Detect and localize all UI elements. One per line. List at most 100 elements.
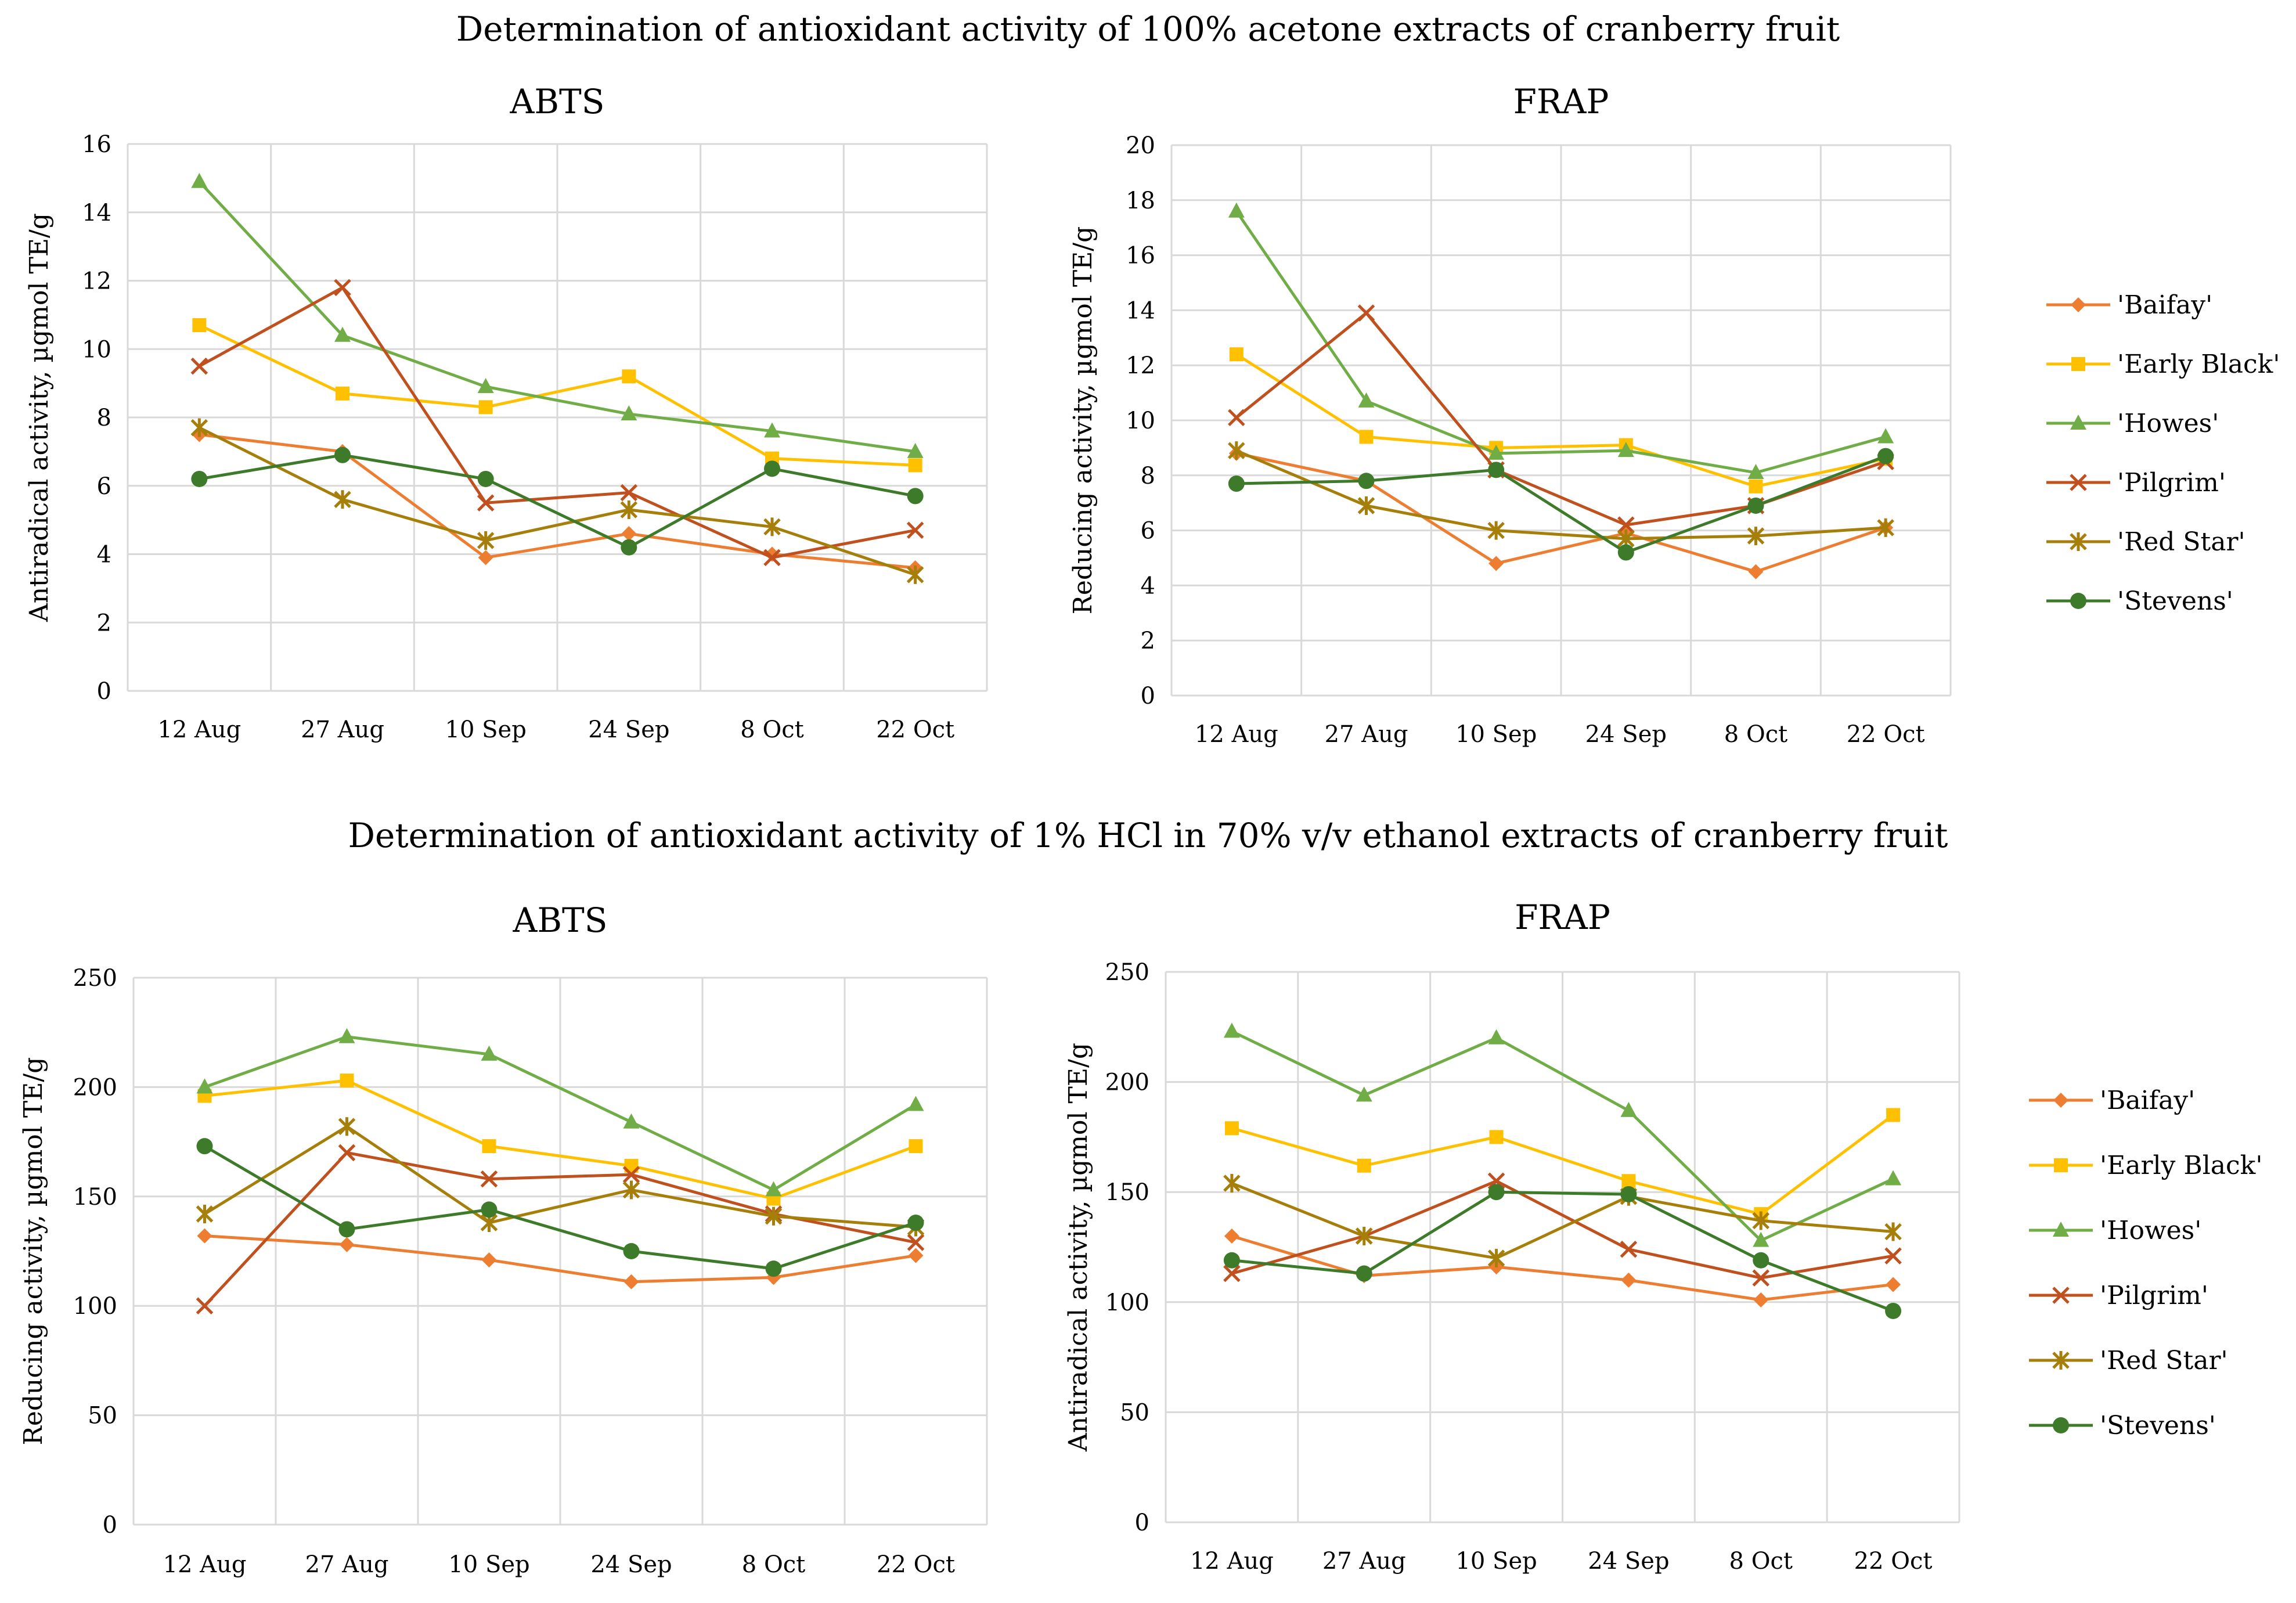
y-tick-label: 100: [73, 1293, 117, 1320]
chart-title: ABTS: [513, 900, 608, 940]
data-point: [621, 526, 637, 542]
series-line: [199, 426, 916, 577]
data-point: [1487, 1248, 1505, 1267]
data-point: [1488, 556, 1504, 571]
series-howes: [1228, 202, 1894, 480]
data-point: [1356, 1265, 1372, 1282]
data-point: [340, 1074, 354, 1088]
series-line: [198, 181, 916, 453]
legend-label: 'Early Black': [2117, 350, 2280, 379]
data-point: [192, 318, 207, 333]
data-point: [1885, 1170, 1902, 1186]
legend-label: 'Howes': [2100, 1216, 2201, 1245]
data-point: [338, 1117, 356, 1136]
x-tick-label: 22 Oct: [1854, 1548, 1933, 1575]
data-point: [1621, 1174, 1636, 1188]
y-tick-label: 50: [88, 1403, 117, 1429]
y-tick-label: 16: [1126, 243, 1155, 269]
data-point: [763, 517, 781, 536]
data-point: [908, 1248, 924, 1263]
data-point: [481, 1045, 498, 1061]
series-stevens: [196, 1138, 924, 1277]
data-point: [196, 1297, 214, 1314]
data-point: [621, 539, 637, 556]
legend-marker: [2053, 1222, 2069, 1237]
series-line: [1231, 1179, 1894, 1280]
data-point: [907, 488, 924, 505]
series-line: [199, 433, 915, 570]
legend-marker: [2054, 1158, 2068, 1172]
chart-title: ABTS: [510, 82, 605, 121]
x-tick-label: 12 Aug: [1190, 1548, 1274, 1575]
data-point: [1223, 1022, 1240, 1038]
legend: 'Baifay' 'Early Black' 'Howes' 'Pilgrim' 'Re…: [2029, 1086, 2262, 1440]
legend-marker: [2071, 297, 2086, 312]
data-point: [908, 458, 922, 473]
x-tick-label: 24 Sep: [590, 1551, 672, 1578]
data-point: [190, 357, 208, 375]
series-line: [1236, 452, 1886, 574]
series-line: [1235, 353, 1886, 488]
data-point: [1753, 1292, 1769, 1308]
x-tick-label: 10 Sep: [448, 1551, 529, 1578]
data-point: [623, 1243, 640, 1259]
data-point: [907, 1215, 924, 1231]
series-line: [199, 453, 916, 549]
legend-marker: [2071, 357, 2085, 371]
data-point: [621, 405, 637, 421]
series-line: [1231, 1234, 1894, 1302]
series-stevens: [1228, 448, 1894, 561]
y-tick-label: 20: [1126, 132, 1155, 159]
chart-ethanol-abts: ABTS 0 50 100 150 200 250 12 Aug 27 Aug 10 Sep 24 …: [0, 894, 1045, 1603]
data-point: [1223, 1252, 1240, 1269]
series-line: [199, 285, 916, 559]
y-tick-label: 2: [1141, 628, 1155, 654]
data-point: [1752, 1211, 1770, 1230]
data-point: [620, 484, 638, 502]
data-point: [1747, 464, 1764, 480]
y-tick-label: 250: [73, 965, 117, 992]
chart-acetone-abts: ABTS 0 2 4 6 8 10 12 14 16 12 Aug 27 Aug 10 Sep 24 Se…: [0, 75, 1045, 772]
data-point: [1617, 442, 1634, 458]
y-tick-label: 14: [82, 200, 111, 226]
data-point: [478, 400, 493, 415]
data-point: [1884, 1247, 1902, 1265]
data-point: [481, 1252, 497, 1268]
y-axis-label: Reducing activity, µgmol TE/g: [1068, 226, 1098, 615]
data-point: [477, 531, 495, 550]
x-tick-label: 27 Aug: [1325, 721, 1408, 748]
data-point: [197, 1228, 212, 1244]
legend-marker: [2052, 1287, 2070, 1304]
y-tick-label: 14: [1126, 297, 1155, 324]
series-line: [204, 1079, 917, 1201]
y-axis-label: Antiradical activity, µgmol TE/g: [24, 213, 54, 622]
series-line: [204, 1144, 917, 1270]
data-point: [765, 1206, 783, 1226]
data-point: [1488, 1029, 1505, 1044]
series-line: [204, 1035, 917, 1192]
data-point: [765, 1181, 782, 1197]
y-tick-label: 0: [1135, 1510, 1149, 1536]
y-tick-label: 4: [1141, 572, 1155, 599]
legend-label: 'Early Black': [2100, 1151, 2262, 1180]
legend-label: 'Pilgrim': [2100, 1281, 2208, 1310]
y-tick-label: 50: [1120, 1399, 1149, 1426]
x-tick-label: 22 Oct: [876, 716, 954, 743]
data-point: [1747, 527, 1765, 546]
data-point: [482, 1139, 496, 1154]
data-point: [1886, 1108, 1901, 1122]
data-point: [1885, 1302, 1902, 1319]
series-line: [1231, 1181, 1894, 1260]
y-tick-label: 10: [1126, 408, 1155, 434]
x-tick-label: 12 Aug: [163, 1551, 247, 1578]
gridlines: [132, 977, 988, 1526]
data-point: [196, 1078, 213, 1094]
data-point: [1487, 521, 1505, 540]
legend-label: 'Red Star': [2100, 1346, 2228, 1375]
data-point: [1620, 1241, 1638, 1258]
x-tick-label: 27 Aug: [301, 716, 384, 743]
y-tick-label: 250: [1105, 959, 1149, 986]
data-point: [1753, 1231, 1769, 1247]
section-title-ethanol: Determination of antioxidant activity of…: [348, 816, 1948, 855]
data-point: [1617, 516, 1635, 534]
